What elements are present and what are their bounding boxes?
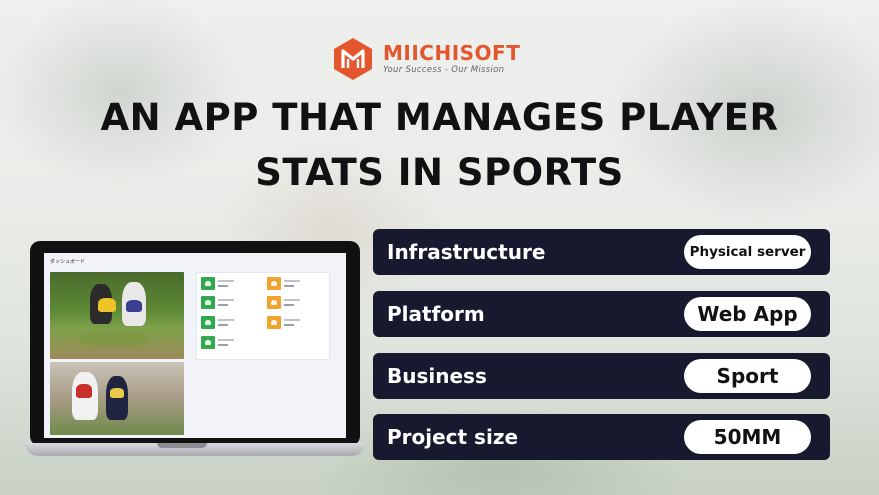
users-icon bbox=[267, 277, 281, 290]
spec-row-platform: Platform Web App bbox=[373, 291, 830, 337]
stat-card bbox=[199, 315, 261, 330]
miichisoft-logo-icon bbox=[334, 38, 372, 80]
users-icon bbox=[201, 336, 215, 349]
stat-card bbox=[265, 315, 327, 330]
spec-label: Project size bbox=[387, 425, 519, 449]
laptop-screen: ダッシュボード bbox=[30, 241, 360, 446]
lacrosse-photo-1 bbox=[50, 272, 184, 359]
users-icon bbox=[201, 316, 215, 329]
stat-card bbox=[265, 276, 327, 291]
users-icon bbox=[201, 296, 215, 309]
company-logo: MIICHISOFT Your Success - Our Mission bbox=[331, 38, 520, 80]
laptop-base bbox=[25, 443, 365, 456]
spec-value: Sport bbox=[684, 359, 811, 393]
spec-value: Physical server bbox=[684, 235, 811, 269]
users-icon bbox=[267, 316, 281, 329]
headline-line-1: AN APP THAT MANAGES PLAYER bbox=[100, 96, 779, 139]
stat-card bbox=[199, 335, 261, 350]
stat-card bbox=[199, 295, 261, 310]
laptop-mockup: ダッシュボード bbox=[25, 238, 365, 458]
spec-row-project-size: Project size 50MM bbox=[373, 414, 830, 460]
dashboard-title: ダッシュボード bbox=[50, 259, 86, 265]
users-icon bbox=[201, 277, 215, 290]
brand-tagline: Your Success - Our Mission bbox=[383, 65, 505, 76]
spec-row-business: Business Sport bbox=[373, 353, 830, 399]
dashboard-screenshot: ダッシュボード bbox=[44, 253, 346, 438]
spec-label: Business bbox=[387, 364, 487, 388]
spec-row-infrastructure: Infrastructure Physical server bbox=[373, 229, 830, 275]
spec-value: Web App bbox=[684, 297, 811, 331]
headline-line-2: STATS IN SPORTS bbox=[255, 151, 624, 194]
spec-label: Infrastructure bbox=[387, 240, 546, 264]
stat-card bbox=[199, 276, 261, 291]
stat-cards-panel bbox=[196, 272, 330, 360]
laptop-notch bbox=[157, 443, 207, 448]
lacrosse-photo-2 bbox=[50, 362, 184, 435]
brand-name: MIICHISOFT bbox=[383, 41, 521, 66]
spec-label: Platform bbox=[387, 302, 485, 326]
stat-card bbox=[265, 295, 327, 310]
spec-value: 50MM bbox=[684, 420, 811, 454]
users-icon bbox=[267, 296, 281, 309]
